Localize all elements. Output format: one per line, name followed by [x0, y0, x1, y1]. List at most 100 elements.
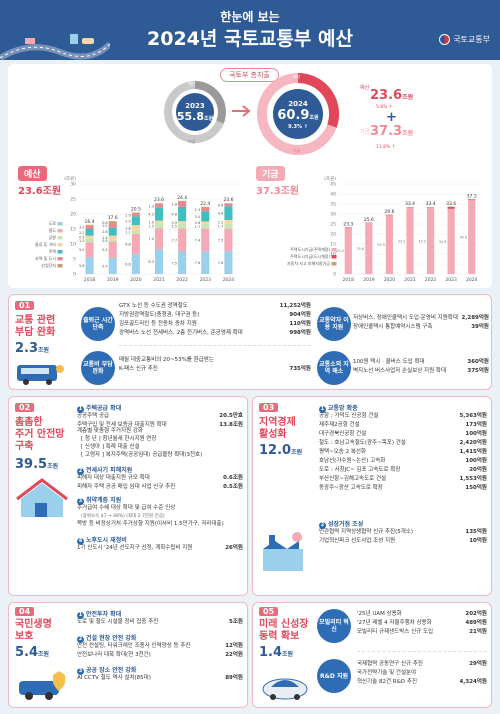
- bar-segment: [108, 227, 117, 236]
- bar-segment: [154, 223, 164, 229]
- header: 한눈에 보는 2024년 국토교통부 예산 국토교통부: [0, 0, 500, 60]
- item-label: 평택~오송 2 복선화: [319, 449, 367, 455]
- item-value: 202억원: [465, 611, 487, 617]
- legend-label: 공항: [49, 234, 57, 240]
- item-label: 광역버스 노선 전세버스, 2층 전기버스, 준공영제 확대: [119, 330, 243, 336]
- item-value: 5,363억원: [459, 413, 487, 419]
- x-tick-label: 2020: [384, 277, 396, 283]
- item-label: 김포골드라인 등 전동차 증차 지원: [119, 321, 197, 327]
- item-value: 20억원: [469, 467, 487, 473]
- segment-label: 7.6: [218, 261, 224, 265]
- segment-label: 25.6: [356, 247, 364, 251]
- section-02-number: 02: [15, 403, 35, 412]
- bar-segment: [178, 223, 187, 229]
- item-label: 주택구입 및 전세 보증금 대출지원 확대: [77, 422, 167, 428]
- section-01-title: 교통 관련 부담 완화: [15, 315, 56, 338]
- list-item: 국가전략기술 및 건설분야: [357, 670, 487, 677]
- list-item: 광역버스 노선 전세버스, 2층 전기버스, 준공영제 확대 998억원: [119, 330, 311, 337]
- item-label: 공항 : 가덕도 신공항 건설: [319, 413, 379, 419]
- legend-swatch: [57, 229, 63, 233]
- y-tick-label: 20: [70, 212, 76, 218]
- bar-total-label: 23.6: [154, 197, 164, 203]
- commute-circle: 출퇴근 시간 단축: [81, 307, 115, 341]
- x-tick-label: 2019: [363, 277, 375, 283]
- bar-segment: [201, 211, 210, 222]
- ministry-brand: 국토교통부: [439, 34, 490, 45]
- sec2-rows4: 1기 신도시 '24년 선도지구 선정, 계획수립비 지원 26억원: [77, 545, 243, 554]
- sec2-t1: 계층별 맞춤형 주거지원 강화: [77, 428, 143, 434]
- bar-total-label: 37.3: [467, 193, 477, 199]
- item-label: 대구경북신공항 건설: [319, 431, 367, 437]
- sec2-t3a: 주거급여 수혜 대상 확대 및 급여 수준 인상: [77, 505, 176, 511]
- bar-segment: [224, 223, 233, 229]
- list-item: 모빌리티 규제샌드박스 신규 도입 21억원: [357, 629, 487, 636]
- budget-breakdown-pct: 5.8% ↑: [376, 105, 393, 110]
- budget-bar-chart: (조원)0510152025305.65.01.30.92.21.216.420…: [35, 175, 240, 283]
- bar-segment: [108, 241, 117, 258]
- sec4-h2: 2 건설 현장 안전 강화: [77, 635, 137, 643]
- donut-2023: [164, 81, 226, 143]
- segment-label: 5.6: [79, 264, 85, 268]
- section-04: 04 국민생명 보호 5.4조원 1 안전투자 확대 도로 및 철도 시설물 정비 …: [8, 602, 248, 708]
- segment-label: 1.1: [125, 231, 131, 235]
- legend-label: 도로: [49, 221, 57, 226]
- bar-segment: [131, 212, 140, 214]
- donut-2024-year: 2024: [288, 100, 308, 108]
- bar-total-label: 24.4: [177, 195, 187, 201]
- divider: [357, 651, 487, 652]
- bar-segment: [468, 200, 476, 274]
- list-item: 기업혁신파크 선도사업 조성 지원 10억원: [319, 538, 487, 545]
- header-subtitle: 한눈에 보는: [220, 10, 280, 24]
- item-label: 안전 컨설팅, 타워크레인 조종사 인력양성 등 추진: [77, 643, 191, 649]
- list-item: 피해자 대상 대출지원 규모 확대 0.6조원: [77, 475, 243, 482]
- total-expenditure-tag: 국토부 총지출: [220, 68, 279, 82]
- segment-label: 1.7: [195, 225, 201, 229]
- x-tick-label: 2018: [343, 277, 355, 283]
- donut-2024-pct: 9.3% ↑: [288, 124, 308, 130]
- item-value: 89억원: [225, 675, 243, 681]
- bar-total-label: 33.6: [446, 201, 456, 207]
- item-label: 모빌리티 규제샌드박스 신규 도입: [357, 629, 434, 635]
- segment-label: 5.4: [102, 264, 108, 268]
- ministry-name: 국토교통부: [453, 35, 490, 44]
- segment-label: 7.6: [195, 261, 201, 265]
- item-label: 피해자 주택 공공 매입 임대 사업 신규 추진: [77, 484, 176, 490]
- donut-2023-bottom: 기금: [188, 139, 196, 144]
- section-02: 02 촘촘한 주거 안전망 구축 39.5조원 1 주택공급 확대 공공주택 공급 20…: [8, 396, 248, 596]
- item-label: 100원 택시 · 콜버스 도입 확대: [353, 359, 425, 365]
- legend-swatch: [57, 222, 63, 226]
- sec4-h3: 3 공공 장소 안전 강화: [77, 667, 137, 675]
- section-05-amount: 1.4조원: [259, 645, 294, 660]
- segment-label: 2.6: [102, 230, 108, 234]
- bar-segment: [178, 201, 187, 207]
- bar-segment: [178, 251, 187, 274]
- legend-label: 주택도시기금(주택계정): [290, 246, 330, 252]
- house-illustration: [16, 478, 68, 517]
- legend-swatch: [57, 243, 63, 247]
- segment-label: 2.9: [125, 219, 131, 223]
- sec2-t1a: [ 청 년 ] 청년월세 한시지원 연장: [81, 436, 157, 442]
- list-item: 100원 택시 · 콜버스 도입 확대 360억원: [353, 359, 489, 366]
- bar-segment: [201, 206, 210, 208]
- fare-rows: 매월 대중교통비의 20~53%를 환급받는 K-패스 신규 추진 735억원: [119, 357, 311, 375]
- bar-segment: [365, 222, 373, 274]
- bar-segment: [108, 221, 117, 224]
- segment-label: 5.4: [102, 248, 108, 252]
- list-item: 대구경북신공항 건설 100억원: [319, 431, 487, 438]
- list-item: 호남선(가수원~논산) 고속화 100억원: [319, 458, 487, 465]
- segment-label: 3.4: [195, 215, 201, 219]
- section-01-number: 01: [15, 301, 35, 310]
- segment-label: 4.6: [218, 212, 224, 216]
- item-value: 1,553억원: [459, 476, 487, 482]
- y-tick-label: 30: [330, 212, 336, 218]
- legend-swatch: [331, 248, 337, 252]
- list-item: 철도 : 호남고속철도(광주~목포) 건설 2,420억원: [319, 440, 487, 447]
- x-tick-label: 2020: [130, 277, 142, 283]
- item-label: 철도 : 호남고속철도(광주~목포) 건설: [319, 440, 406, 446]
- item-value: 10억원: [469, 538, 487, 544]
- item-value: 21억원: [469, 629, 487, 635]
- donut-2023-amount: 55.8조원: [176, 110, 214, 123]
- item-label: 민관협력 지역상생협약 신규 추진(5개소): [319, 529, 413, 535]
- segment-label: 1.4: [102, 224, 108, 228]
- bar-segment: [224, 203, 233, 207]
